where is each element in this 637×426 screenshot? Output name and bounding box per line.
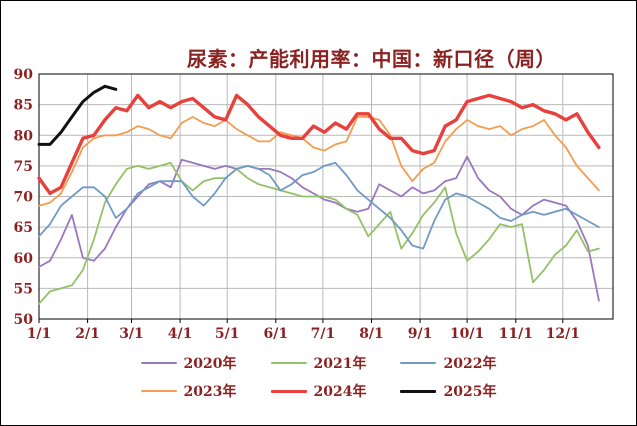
legend-line-swatch [140,390,177,392]
legend-label: 2022年 [443,356,497,372]
plot-border [38,73,614,320]
y-tick-label: 85 [14,98,33,114]
legend-line-swatch [270,389,307,393]
legend-item-2025年: 2025年 [400,381,496,401]
y-tick-label: 80 [14,128,34,144]
legend-row: 2023年 2024年 2025年 [140,381,496,401]
x-tick-label: 3/1 [119,326,144,341]
x-tick-label: 2/1 [75,326,100,341]
legend-item-2023年: 2023年 [140,381,237,401]
y-tick-label: 70 [14,190,34,206]
legend-label: 2025年 [443,384,497,400]
legend-row: 2020年 2021年 2022年 [140,353,496,373]
series-line-2024年 [37,93,601,196]
x-tick-label: 11/1 [499,326,533,341]
x-tick-label: 4/1 [168,326,193,341]
y-tick-label: 75 [14,159,33,175]
legend-label: 2020年 [183,356,237,372]
x-tick-label: 12/1 [546,326,580,341]
y-tick-label: 60 [14,251,34,267]
legend-line-swatch [140,362,177,364]
y-tick-label: 90 [14,67,34,83]
legend-label: 2023年 [183,384,237,400]
legend-label: 2021年 [313,356,367,372]
series-line-2023年 [38,116,600,207]
series-line-2022年 [38,161,600,250]
x-tick-label: 10/1 [450,326,484,341]
series-line-2025年 [37,84,118,146]
x-tick-label: 7/1 [311,326,336,341]
legend-line-swatch [270,362,307,364]
x-tick-label: 5/1 [215,326,240,341]
y-tick-label: 55 [14,281,33,297]
legend-item-2021年: 2021年 [270,353,367,373]
legend-label: 2024年 [313,384,367,400]
chart-title: 尿素：产能利用率：中国：新口径（周） [187,47,556,71]
x-tick-label: 9/1 [408,326,433,341]
legend-line-swatch [400,362,437,364]
legend-item-2022年: 2022年 [400,353,496,373]
legend-item-2024年: 2024年 [270,381,367,401]
legend-line-swatch [400,389,437,393]
x-tick-label: 6/1 [263,326,288,341]
y-tick-label: 65 [14,220,33,236]
series-line-2020年 [38,155,600,302]
y-tick-label: 50 [14,312,34,328]
chart-legend: 2020年 2021年 2022年 2023年 2024年 2025年 [1,353,636,401]
series-line-2021年 [38,161,600,305]
x-tick-label: 8/1 [359,326,384,341]
legend-item-2020年: 2020年 [140,353,237,373]
line-chart: 90 85 80 75 70 65 60 55 501/1 2/1 3/1 4/1 5/1 6/1 7/1 8… [14,67,614,341]
x-tick-label: 1/1 [27,326,52,341]
